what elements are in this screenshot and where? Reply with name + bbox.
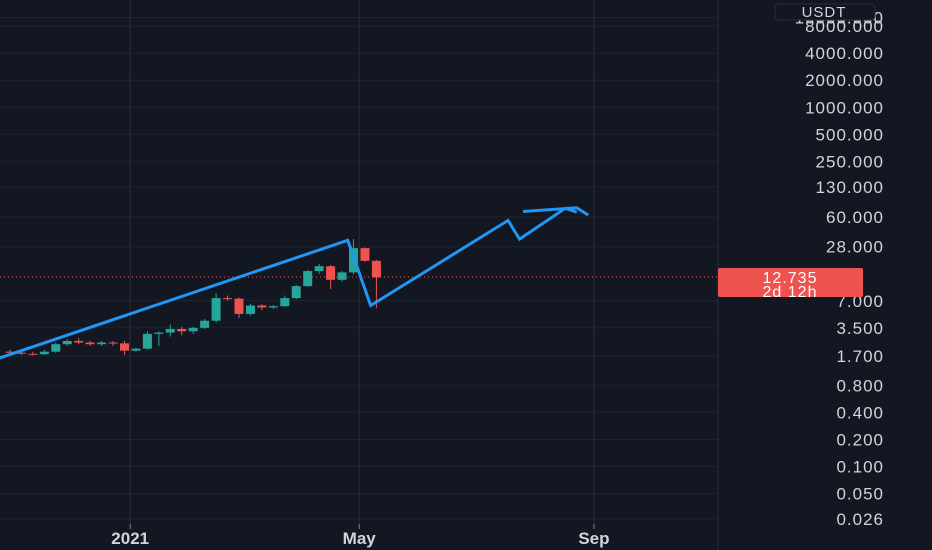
candle-body [120,343,129,351]
candle-body [74,340,84,343]
currency-unit-label: USDT [802,4,847,21]
time-axis[interactable]: 2021 May Sep [111,524,610,548]
price-tick-label: 500.000 [816,125,884,144]
candle-body [142,333,152,349]
candle-body [108,342,118,344]
candle-body [62,340,72,345]
price-tick-label: 250.000 [816,152,884,171]
candle [268,304,278,309]
candle-body [211,298,221,321]
candle-body [234,298,244,314]
candle [280,295,290,307]
price-tick-label: 3.500 [836,319,884,338]
candle [154,331,164,346]
price-tick-label: 130.000 [816,178,884,197]
time-tick-label: 2021 [111,529,149,548]
candle [371,259,381,309]
price-tick-label: 28.000 [826,238,884,257]
currency-unit-badge[interactable]: USDT [774,3,876,21]
candle [360,247,370,262]
candle [39,349,49,355]
candle [177,326,187,336]
candle-body [28,353,38,355]
candle [326,265,336,289]
bar-countdown: 2d 12h [763,284,818,301]
candle-body [280,298,290,307]
price-tick-label: 0.050 [836,485,884,504]
candle [188,326,198,334]
candle [108,340,118,346]
candle-body [337,272,347,280]
candle [245,303,255,316]
last-price-badge: 12.735 2d 12h [718,268,863,301]
candle-body [51,344,61,352]
candle [257,304,267,311]
candle [74,337,84,345]
price-tick-label: 60.000 [826,208,884,227]
candle [51,342,61,353]
candle-body [257,305,267,308]
price-tick-label: 1000.000 [805,98,884,117]
candle-body [154,332,164,334]
time-gridlines [129,0,595,528]
candle-body [360,248,370,261]
candle [142,331,152,350]
price-tick-label: 4000.000 [805,44,884,63]
candle [291,284,301,300]
candle [234,297,244,319]
candle [303,269,313,287]
candle-body [291,286,301,299]
candle [120,340,129,355]
candle-body [16,352,26,354]
price-tick-label: 0.100 [836,458,884,477]
candle-body [188,327,198,332]
candle-body [85,342,95,345]
candle [200,318,210,329]
candle-body [200,320,210,328]
candle [97,340,107,346]
candle-body [39,351,49,355]
last-price-value: 12.735 [763,270,818,287]
price-tick-label: 8000.000 [805,17,884,36]
candle-body [97,342,107,345]
candle-body [245,305,255,314]
candle-body [131,348,141,351]
time-tick-label: May [343,529,377,548]
candle [28,351,38,356]
candle [223,295,233,301]
candle-body [165,328,175,333]
candle [85,340,95,346]
candle-body [177,328,187,332]
candle-body [303,271,313,287]
candle [211,293,221,323]
candle-body [314,266,324,272]
candle [314,263,324,274]
price-tick-label: 1.700 [836,347,884,366]
candle-body [268,306,278,308]
price-tick-label: 0.200 [836,430,884,449]
projection-tail[interactable] [522,206,590,217]
candle-body [223,298,233,300]
candle [131,347,141,352]
candle [165,324,175,337]
price-tick-label: 2000.000 [805,71,884,90]
candle [337,271,347,282]
candle [62,339,72,346]
candle-body [371,260,381,278]
drawings-layer[interactable] [0,206,590,360]
time-tick-label: Sep [578,529,609,548]
price-tick-label: 0.800 [836,376,884,395]
price-tick-label: 0.400 [836,403,884,422]
candle-body [5,351,15,353]
candle-body [326,266,336,280]
price-tick-label: 0.026 [836,510,884,529]
